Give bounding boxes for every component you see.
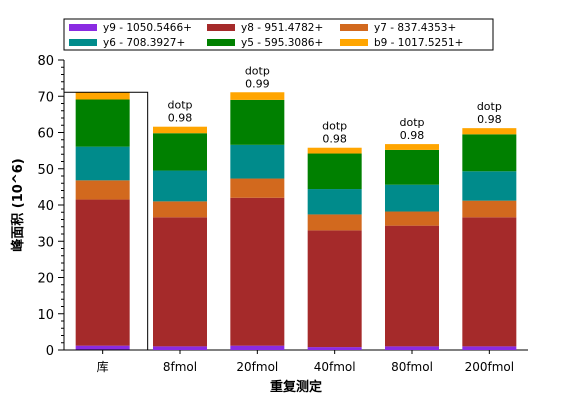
bar-segment[interactable] bbox=[385, 184, 439, 212]
x-tick-label: 20fmol bbox=[236, 360, 278, 374]
bar-segment[interactable] bbox=[307, 230, 362, 348]
dotp-value: 0.98 bbox=[168, 112, 193, 125]
x-tick-label: 80fmol bbox=[391, 360, 433, 374]
bar-segment[interactable] bbox=[75, 99, 130, 147]
y-tick-label: 40 bbox=[37, 199, 54, 214]
bar-segment[interactable] bbox=[230, 345, 285, 350]
bar-segment[interactable] bbox=[462, 217, 517, 347]
legend-label: y6 - 708.3927+ bbox=[103, 37, 185, 49]
legend-swatch bbox=[340, 39, 368, 46]
bar-segment[interactable] bbox=[462, 200, 517, 218]
bar-segment[interactable] bbox=[385, 211, 439, 226]
y-tick-label: 30 bbox=[37, 235, 54, 250]
bar-segment[interactable] bbox=[462, 134, 517, 172]
y-tick-label: 80 bbox=[37, 54, 54, 69]
legend-box bbox=[63, 18, 494, 51]
bar-segment[interactable] bbox=[230, 92, 285, 100]
bar-segment[interactable] bbox=[75, 199, 130, 346]
dotp-value: 0.98 bbox=[400, 129, 425, 142]
dotp-label: dotp bbox=[245, 64, 270, 77]
bar-segment[interactable] bbox=[385, 346, 439, 350]
x-tick-label: 200fmol bbox=[465, 360, 515, 374]
bar-segment[interactable] bbox=[230, 144, 285, 179]
bar-segment[interactable] bbox=[462, 128, 517, 135]
bar-segment[interactable] bbox=[230, 197, 285, 346]
y-tick-label: 60 bbox=[37, 127, 54, 142]
bar-segment[interactable] bbox=[75, 92, 130, 100]
legend-swatch bbox=[69, 24, 97, 31]
y-tick-label: 50 bbox=[37, 163, 54, 178]
legend-swatch bbox=[207, 39, 235, 46]
bar-segment[interactable] bbox=[153, 201, 207, 218]
dotp-label: dotp bbox=[477, 100, 502, 113]
bar-segment[interactable] bbox=[153, 217, 207, 347]
y-tick-label: 70 bbox=[37, 90, 54, 105]
bar-segment[interactable] bbox=[153, 126, 207, 134]
y-tick-label: 20 bbox=[37, 272, 54, 287]
dotp-value: 0.99 bbox=[245, 77, 270, 90]
y-axis-title: 峰面积 (10^6) bbox=[10, 158, 26, 251]
dotp-value: 0.98 bbox=[477, 113, 502, 126]
legend-label: y8 - 951.4782+ bbox=[241, 22, 323, 34]
selected-replicate-outline bbox=[63, 91, 149, 351]
bar-segment[interactable] bbox=[153, 133, 207, 171]
x-tick-label: 库 bbox=[97, 359, 109, 374]
dotp-label: dotp bbox=[399, 116, 424, 129]
dotp-value: 0.98 bbox=[322, 133, 347, 146]
bar-segment[interactable] bbox=[462, 346, 517, 350]
bar-segment[interactable] bbox=[307, 147, 362, 154]
bar-segment[interactable] bbox=[385, 144, 439, 150]
bar-segment[interactable] bbox=[307, 347, 362, 350]
legend-swatch bbox=[69, 39, 97, 46]
bar-segment[interactable] bbox=[75, 180, 130, 200]
y-tick-label: 0 bbox=[46, 344, 54, 359]
bar-segment[interactable] bbox=[230, 178, 285, 198]
bar-segment[interactable] bbox=[153, 346, 207, 350]
dotp-label: dotp bbox=[322, 120, 347, 133]
bar-segment[interactable] bbox=[75, 345, 130, 350]
bar-segment[interactable] bbox=[462, 171, 517, 201]
legend-label: b9 - 1017.5251+ bbox=[374, 37, 463, 49]
legend-label: y5 - 595.3086+ bbox=[241, 37, 323, 49]
bar-segment[interactable] bbox=[153, 170, 207, 202]
x-tick-label: 8fmol bbox=[163, 360, 197, 374]
bar-segment[interactable] bbox=[307, 153, 362, 190]
legend-swatch bbox=[207, 24, 235, 31]
bar-segment[interactable] bbox=[307, 189, 362, 215]
legend-label: y9 - 1050.5466+ bbox=[103, 22, 192, 34]
legend-label: y7 - 837.4353+ bbox=[374, 22, 456, 34]
legend-swatch bbox=[340, 24, 368, 31]
x-axis-title: 重复测定 bbox=[270, 379, 322, 395]
bar-segment[interactable] bbox=[385, 149, 439, 185]
bar-segment[interactable] bbox=[307, 214, 362, 231]
bar-segment[interactable] bbox=[230, 99, 285, 145]
bar-segment[interactable] bbox=[385, 225, 439, 347]
dotp-label: dotp bbox=[167, 99, 192, 112]
legend: y9 - 1050.5466+ y8 - 951.4782+ y7 - 837.43… bbox=[63, 18, 494, 51]
y-tick-label: 10 bbox=[37, 308, 54, 323]
x-tick-label: 40fmol bbox=[314, 360, 356, 374]
bar-segment[interactable] bbox=[75, 146, 130, 181]
